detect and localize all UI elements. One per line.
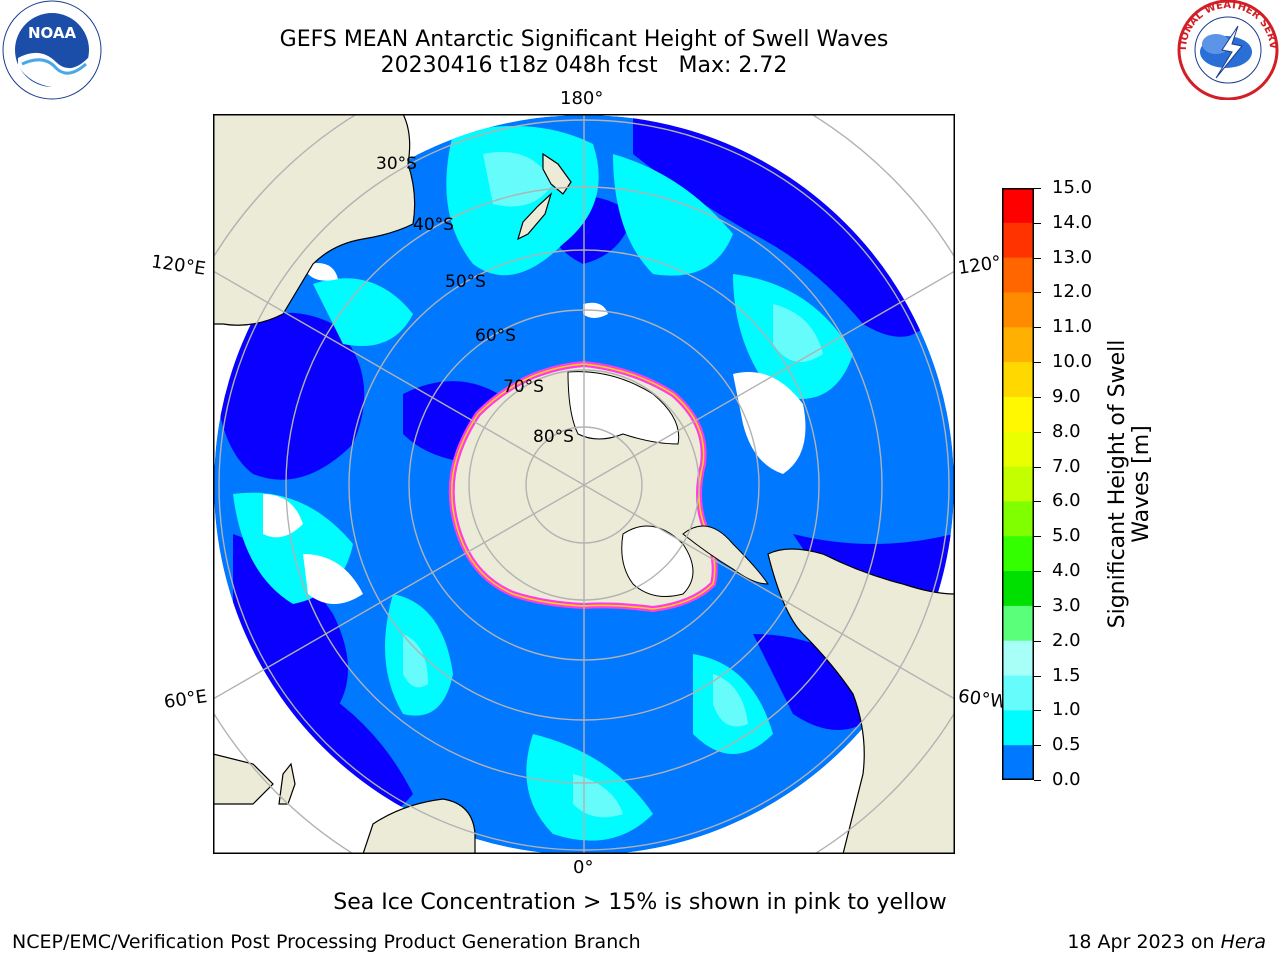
colorbar-tick-label: 0.0 — [1052, 769, 1081, 790]
colorbar-tick-mark — [1034, 396, 1041, 398]
colorbar-segment — [1002, 536, 1034, 572]
colorbar-segment — [1002, 222, 1034, 259]
colorbar — [1002, 188, 1034, 781]
colorbar-tick-mark — [1034, 710, 1041, 712]
colorbar-tick-label: 1.5 — [1052, 664, 1081, 686]
footer-host: Hera — [1220, 931, 1266, 953]
colorbar-tick-mark — [1034, 188, 1041, 189]
colorbar-tick-mark — [1034, 327, 1041, 329]
colorbar-tick-label: 4.0 — [1052, 560, 1081, 582]
colorbar-tick-mark — [1034, 431, 1041, 433]
nws-logo: NATIONAL WEATHER SERVICE — [1172, 0, 1280, 101]
footer-date-text: 18 Apr 2023 on — [1067, 931, 1215, 953]
colorbar-tick-label: 9.0 — [1052, 385, 1081, 407]
lat-label-70s: 70°S — [503, 377, 544, 397]
meridian-label-60e: 60°E — [162, 686, 209, 713]
polar-map: 30°S 40°S 50°S 60°S 70°S 80°S — [148, 49, 1020, 921]
colorbar-segment — [1002, 675, 1034, 711]
lat-label-40s: 40°S — [413, 215, 454, 235]
colorbar-segment — [1002, 745, 1034, 781]
colorbar-segment — [1002, 640, 1034, 677]
colorbar-tick-mark — [1034, 362, 1041, 364]
lat-label-30s: 30°S — [376, 154, 417, 174]
colorbar-tick-mark — [1034, 780, 1041, 781]
colorbar-tick-label: 0.5 — [1052, 734, 1081, 756]
land-masses — [213, 114, 955, 854]
colorbar-tick-label: 5.0 — [1052, 525, 1081, 547]
colorbar-segment — [1002, 188, 1034, 224]
colorbar-segment — [1002, 605, 1034, 642]
meridian-label-0: 0° — [573, 857, 594, 878]
sea-ice-note: Sea Ice Concentration > 15% is shown in … — [333, 890, 947, 915]
colorbar-tick-label: 7.0 — [1052, 455, 1081, 477]
chart-subtitle: 20230416 t18z 048h fcst Max: 2.72 — [380, 53, 788, 78]
colorbar-tick-label: 15.0 — [1052, 177, 1093, 198]
colorbar-tick-label: 2.0 — [1052, 629, 1081, 651]
colorbar-segment — [1002, 362, 1034, 398]
colorbar-tick-label: 12.0 — [1052, 281, 1093, 303]
colorbar-segment — [1002, 292, 1034, 328]
colorbar-tick-mark — [1034, 466, 1041, 468]
colorbar-segment — [1002, 501, 1034, 537]
colorbar-tick-label: 10.0 — [1052, 351, 1093, 373]
colorbar-tick-label: 14.0 — [1052, 211, 1093, 233]
colorbar-tick-mark — [1034, 292, 1041, 294]
colorbar-tick-mark — [1034, 501, 1041, 503]
colorbar-tick-label: 8.0 — [1052, 420, 1081, 442]
colorbar-tick-mark — [1034, 257, 1041, 259]
svg-text:NOAA: NOAA — [28, 24, 77, 42]
lat-label-80s: 80°S — [533, 427, 574, 447]
colorbar-tick-mark — [1034, 640, 1041, 642]
colorbar-segment — [1002, 396, 1034, 433]
lat-label-50s: 50°S — [445, 272, 486, 292]
footer-branch: NCEP/EMC/Verification Post Processing Pr… — [12, 931, 641, 953]
meridian-label-120e: 120°E — [149, 251, 207, 280]
footer-date: 18 Apr 2023 on Hera — [1067, 931, 1266, 953]
meridian-label-120w: 120° — [956, 252, 1003, 279]
colorbar-segment — [1002, 710, 1034, 746]
colorbar-segment — [1002, 571, 1034, 607]
colorbar-tick-mark — [1034, 536, 1041, 538]
lat-label-60s: 60°S — [475, 326, 516, 346]
noaa-logo: NOAA — [0, 0, 104, 100]
colorbar-segment — [1002, 431, 1034, 468]
colorbar-tick-label: 6.0 — [1052, 490, 1081, 512]
colorbar-tick-label: 11.0 — [1052, 316, 1093, 338]
colorbar-tick-label: 3.0 — [1052, 594, 1081, 616]
colorbar-tick-mark — [1034, 675, 1041, 677]
colorbar-tick-label: 1.0 — [1052, 699, 1081, 721]
meridian-label-180: 180° — [560, 88, 604, 109]
colorbar-tick-mark — [1034, 571, 1041, 573]
colorbar-tick-mark — [1034, 605, 1041, 607]
colorbar-segment — [1002, 466, 1034, 502]
colorbar-tick-label: 13.0 — [1052, 246, 1093, 268]
colorbar-tick-mark — [1034, 222, 1041, 224]
colorbar-segment — [1002, 257, 1034, 293]
chart-title: GEFS MEAN Antarctic Significant Height o… — [279, 27, 889, 52]
colorbar-segment — [1002, 327, 1034, 363]
colorbar-tick-mark — [1034, 745, 1041, 747]
